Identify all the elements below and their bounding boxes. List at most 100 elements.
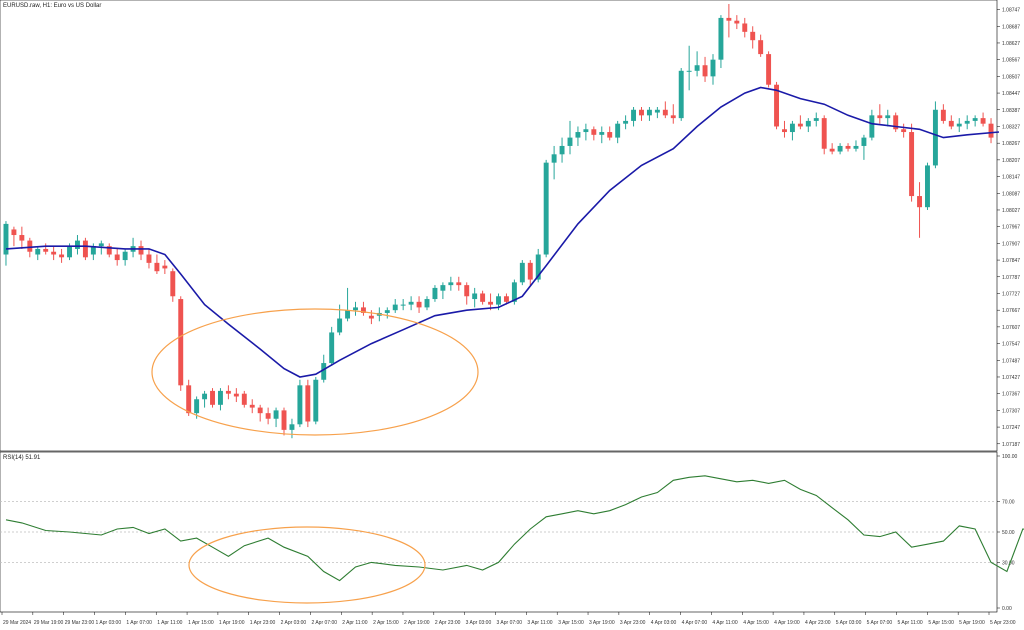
rsi-panel[interactable]: RSI(14) 51.91 100.00 70.00 50.00 30.00 0.00 [0, 451, 1024, 613]
candle-body [146, 254, 152, 263]
price-tick-label: 1.08447 [1002, 91, 1020, 97]
candle [75, 235, 80, 255]
candle [940, 104, 946, 124]
rsi-tick-label: 0.00 [1002, 606, 1012, 612]
time-tick-label: 5 Apr 07:00 [867, 620, 893, 626]
candle [384, 307, 390, 319]
candle-body [646, 109, 652, 116]
time-tick-label: 29 Mar 23:00 [65, 620, 95, 626]
candle [766, 51, 772, 88]
price-tick-label: 1.07967 [1002, 225, 1020, 231]
candle-body [917, 196, 922, 208]
candle [758, 34, 764, 57]
candle [972, 115, 978, 127]
candle-body [297, 385, 303, 425]
time-tick-label: 3 Apr 23:00 [620, 620, 646, 626]
candle-body [273, 410, 279, 419]
candle-body [353, 307, 358, 311]
time-tick-label: 4 Apr 15:00 [743, 620, 769, 626]
candle [988, 118, 994, 144]
candle-body [67, 246, 72, 258]
candle [591, 126, 597, 141]
candle-body [909, 132, 915, 197]
candle [162, 260, 168, 274]
candle-body [432, 287, 438, 300]
time-tick-label: 1 Apr 07:00 [126, 620, 152, 626]
candle-body [877, 115, 883, 119]
candle [686, 45, 692, 91]
candle-body [82, 240, 88, 258]
time-tick-label: 3 Apr 03:00 [466, 620, 492, 626]
candle [43, 243, 49, 255]
candle-body [686, 70, 692, 72]
time-tick-label: 3 Apr 07:00 [497, 620, 523, 626]
time-axis: 29 Mar 2024 29 Mar 19:00 29 Mar 23:00 1 Apr… [1, 612, 1016, 626]
candle [59, 248, 65, 263]
candle [599, 126, 605, 144]
candle [440, 282, 446, 300]
candle-body [241, 393, 247, 405]
candle [51, 246, 57, 261]
candle [424, 296, 430, 311]
candle-body [925, 165, 930, 208]
candle [654, 106, 660, 119]
price-tick-label: 1.08627 [1002, 41, 1020, 47]
candle-body [178, 299, 184, 386]
candle [19, 226, 25, 249]
candle [893, 112, 899, 133]
candle [265, 407, 271, 425]
candle-body [750, 31, 756, 41]
candle [797, 115, 803, 130]
candle-body [194, 399, 200, 414]
candle-body [615, 123, 621, 138]
candle-body [805, 120, 811, 127]
candle-body [845, 145, 851, 149]
candle-body [774, 84, 780, 127]
candle-body [988, 123, 994, 138]
candle-body [496, 296, 501, 305]
candle [345, 287, 351, 322]
candle [821, 115, 827, 155]
time-tick-label: 3 Apr 11:00 [527, 620, 552, 626]
candle [472, 287, 478, 308]
rsi-tick-label: 30.00 [1002, 560, 1015, 566]
candle [273, 407, 279, 428]
candle [392, 299, 398, 313]
candle-body [456, 282, 462, 286]
price-tick-label: 1.08147 [1002, 175, 1020, 181]
rsi-axis: 100.00 70.00 50.00 30.00 0.00 [997, 454, 1018, 612]
time-tick-label: 3 Apr 19:00 [589, 620, 615, 626]
candle [400, 299, 406, 311]
candle [154, 254, 160, 274]
highlight-ellipse-rsi [188, 526, 426, 604]
candle-body [202, 393, 208, 400]
candle-body [43, 248, 49, 252]
candle-body [114, 254, 120, 261]
candle [217, 388, 223, 411]
candle-body [305, 385, 311, 422]
candle [623, 115, 629, 130]
time-tick-label: 4 Apr 23:00 [805, 620, 831, 626]
candle-body [170, 271, 176, 297]
candle-body [162, 265, 168, 269]
candle [901, 123, 907, 138]
candle-body [59, 254, 65, 258]
price-panel[interactable]: 1.08747 1.08687 1.08627 1.08567 1.08507 1.084… [0, 0, 1020, 452]
candle [329, 326, 335, 366]
candle-body [583, 129, 589, 133]
candle [575, 126, 581, 146]
candle-body [853, 145, 859, 149]
candle-body [607, 132, 613, 138]
candle-body [249, 404, 255, 408]
candle-body [35, 248, 41, 255]
price-axis: 1.08747 1.08687 1.08627 1.08567 1.08507 1.084… [997, 8, 1020, 448]
candle [829, 143, 835, 155]
candle [480, 290, 486, 305]
candle-body [678, 70, 684, 119]
candle-body [901, 129, 907, 133]
candle-body [559, 145, 565, 155]
candle-body [186, 385, 192, 414]
candle-body [837, 145, 843, 152]
candle-body [654, 109, 660, 113]
